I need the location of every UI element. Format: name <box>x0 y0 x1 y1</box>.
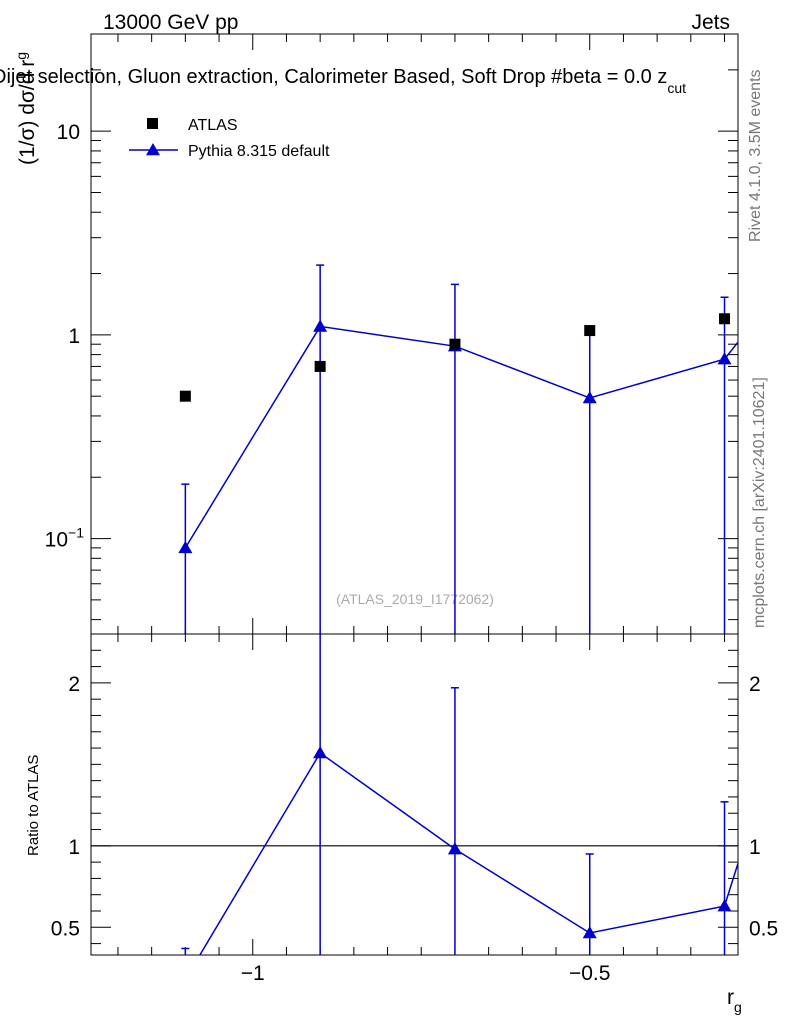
mcplots-label: mcplots.cern.ch [arXiv:2401.10621] <box>751 377 768 628</box>
ratio-y-tick-label-right-2: 2 <box>749 673 761 696</box>
ratio-panel: −1 −0.5 0.5 0.5 1 1 2 2 <box>51 633 778 985</box>
x-tick-label-1: −0.5 <box>569 962 610 985</box>
main-plot-area <box>178 264 738 634</box>
x-axis-label-main: r <box>727 986 734 1009</box>
rivet-label: Rivet 4.1.0, 3.5M events <box>747 69 764 242</box>
pythia-point-3 <box>582 390 597 404</box>
plot-title: Dijet selection, Gluon extraction, Calor… <box>0 66 686 96</box>
ratio-point-0 <box>178 972 192 984</box>
atlas-point-2 <box>449 338 461 350</box>
atlas-point-1 <box>314 360 326 372</box>
plot-title-main: Dijet selection, Gluon extraction, Calor… <box>0 66 667 88</box>
ratio-y-tick-label-left-0: 0.5 <box>51 917 80 940</box>
main-y-tick-label-1: 1 <box>68 325 80 348</box>
atlas-point-0 <box>179 390 191 402</box>
ratio-plot-area <box>178 634 738 984</box>
main-y-tick-label-0: 10 <box>57 121 80 144</box>
legend: ATLAS Pythia 8.315 default <box>129 117 330 160</box>
main-y-axis-label-main: (1/σ) dσ/d r <box>16 60 39 165</box>
plot-title-sub: cut <box>667 80 686 96</box>
legend-pythia-marker <box>146 143 160 156</box>
atlas-point-3 <box>584 325 596 337</box>
ratio-y-tick-label-right-0: 0.5 <box>749 917 778 940</box>
ratio-frame <box>90 633 739 956</box>
legend-pythia-label: Pythia 8.315 default <box>188 143 330 160</box>
ratio-point-2 <box>447 842 462 855</box>
x-axis-label: rg <box>727 986 742 1015</box>
legend-atlas-marker <box>147 118 158 129</box>
analysis-watermark: (ATLAS_2019_I1772062) <box>336 591 494 607</box>
collision-label: 13000 GeV pp <box>103 11 238 34</box>
ratio-line <box>199 751 738 955</box>
x-axis-label-sub: g <box>734 999 742 1015</box>
pythia-point-4 <box>717 352 732 365</box>
main-y-tick-label-exponent: −1 <box>68 525 84 541</box>
pythia-point-1 <box>313 319 328 332</box>
process-label: Jets <box>691 11 730 34</box>
ratio-y-tick-label-right-1: 1 <box>749 836 761 859</box>
main-panel: 10 1 10−1 <box>45 33 739 635</box>
main-y-axis-label-sub: g <box>13 52 29 60</box>
ratio-point-4 <box>717 899 732 912</box>
x-tick-label-0: −1 <box>241 962 265 985</box>
legend-atlas-label: ATLAS <box>188 117 238 134</box>
ratio-y-tick-label-left-2: 2 <box>68 673 80 696</box>
ratio-y-tick-label-left-1: 1 <box>68 836 80 859</box>
ratio-y-axis-label: Ratio to ATLAS <box>25 755 42 856</box>
ratio-point-3 <box>582 926 597 939</box>
ratio-point-1 <box>313 745 328 759</box>
main-y-axis-label: (1/σ) dσ/d rg <box>13 52 39 165</box>
atlas-point-4 <box>719 313 731 325</box>
main-y-tick-label-2: 10−1 <box>45 525 85 552</box>
pythia-point-0 <box>178 540 193 554</box>
pythia-line <box>184 325 738 549</box>
